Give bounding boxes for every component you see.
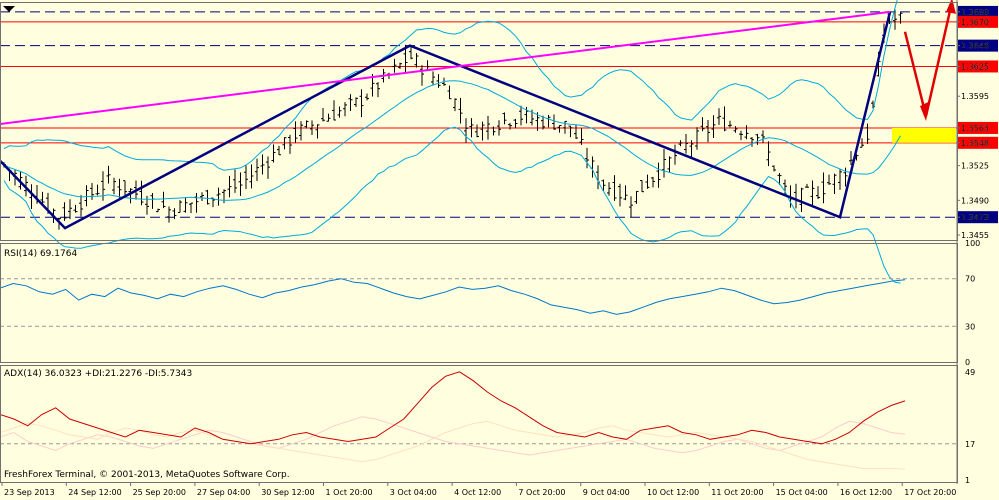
rsi-axis-label: 0 — [965, 358, 970, 367]
symbol-marker — [3, 6, 15, 12]
price-axis-label: 1.3473 — [961, 213, 989, 222]
highlight-zone — [892, 127, 956, 143]
x-axis-label: 4 Oct 12:00 — [454, 488, 501, 497]
price-axis-label: 1.3670 — [961, 18, 989, 27]
level-label: 1.3646 — [961, 42, 989, 51]
x-axis-label: 17 Oct 20:00 — [904, 488, 956, 497]
adx-panel: ADX(14) 36.0323 +DI:21.2276 -DI:5.7343 F… — [0, 369, 957, 480]
rsi-axis-label: 30 — [965, 322, 975, 331]
price-axis-label: 1.3455 — [961, 231, 989, 240]
x-axis-label: 24 Sep 12:00 — [68, 488, 121, 497]
magenta-trendline — [0, 10, 891, 125]
x-axis-label: 15 Oct 04:00 — [776, 488, 828, 497]
forecast-arrowhead-up — [946, 0, 956, 14]
x-axis-label: 1 Oct 20:00 — [326, 488, 373, 497]
level-badge — [958, 136, 998, 149]
x-axis-label: 30 Sep 12:00 — [261, 488, 314, 497]
x-axis-label: 9 Oct 04:00 — [583, 488, 630, 497]
rsi-axis-label: 100 — [965, 239, 980, 248]
x-axis-label: 11 Oct 20:00 — [711, 488, 763, 497]
level-label: 1.3670 — [961, 18, 989, 27]
price-axis-label: 1.3625 — [961, 62, 989, 71]
rsi-title: RSI(14) 69.1764 — [4, 249, 77, 259]
level-label: 1.3563 — [961, 124, 989, 133]
price-axis-label: 1.3548 — [961, 139, 989, 148]
adx-line — [0, 371, 906, 445]
x-axis-label: 3 Oct 04:00 — [390, 488, 437, 497]
level-badge — [958, 39, 998, 52]
level-label: 1.3473 — [961, 213, 989, 222]
bollinger-middle — [3, 80, 901, 201]
price-axis-label: 1.3563 — [961, 124, 989, 133]
adx-frame — [0, 365, 958, 483]
price-axis-label: 1.3595 — [961, 92, 989, 101]
zigzag-pattern — [0, 11, 892, 230]
adx-axis-label: 49 — [965, 368, 975, 377]
rsi-frame — [0, 243, 958, 363]
copyright-text: FreshForex Terminal, © 2001-2013, MetaQu… — [4, 470, 290, 480]
price-axis-label: 1.3680 — [961, 8, 989, 17]
price-axis-label: 1.3525 — [961, 162, 989, 171]
forecast-arrowhead-down — [920, 101, 930, 121]
bollinger-upper — [3, 0, 898, 171]
price-axis-label: 1.3646 — [961, 42, 989, 51]
rsi-axis-label: 70 — [965, 275, 975, 284]
main-frame — [0, 2, 958, 241]
level-badge — [958, 5, 998, 18]
x-axis-label: 10 Oct 12:00 — [647, 488, 699, 497]
x-axis-label: 27 Sep 04:00 — [197, 488, 250, 497]
rsi-panel: RSI(14) 69.1764 — [0, 249, 957, 327]
adx-axis-label: 17 — [965, 440, 975, 449]
pdi-line — [0, 416, 906, 456]
rsi-line — [0, 278, 906, 315]
adx-axis-label: 1 — [965, 476, 970, 485]
x-axis-label: 16 Oct 12:00 — [840, 488, 892, 497]
candles — [2, 9, 903, 230]
level-label: 1.3625 — [961, 62, 989, 71]
price-axis-label: 1.3490 — [961, 196, 989, 205]
mdi-line — [0, 420, 906, 470]
level-badge — [958, 15, 998, 28]
adx-title: ADX(14) 36.0323 +DI:21.2276 -DI:5.7343 — [4, 369, 192, 379]
level-label: 1.3548 — [961, 139, 989, 148]
x-axis-label: 23 Sep 2013 — [4, 488, 55, 497]
forecast-arrow — [903, 1, 954, 117]
level-badge — [958, 211, 998, 224]
level-badge — [958, 60, 998, 73]
level-label: 1.3680 — [961, 8, 989, 17]
x-axis-label: 7 Oct 20:00 — [518, 488, 565, 497]
level-badge — [958, 121, 998, 134]
bollinger-lower — [3, 126, 901, 284]
x-axis-label: 25 Sep 20:00 — [133, 488, 186, 497]
